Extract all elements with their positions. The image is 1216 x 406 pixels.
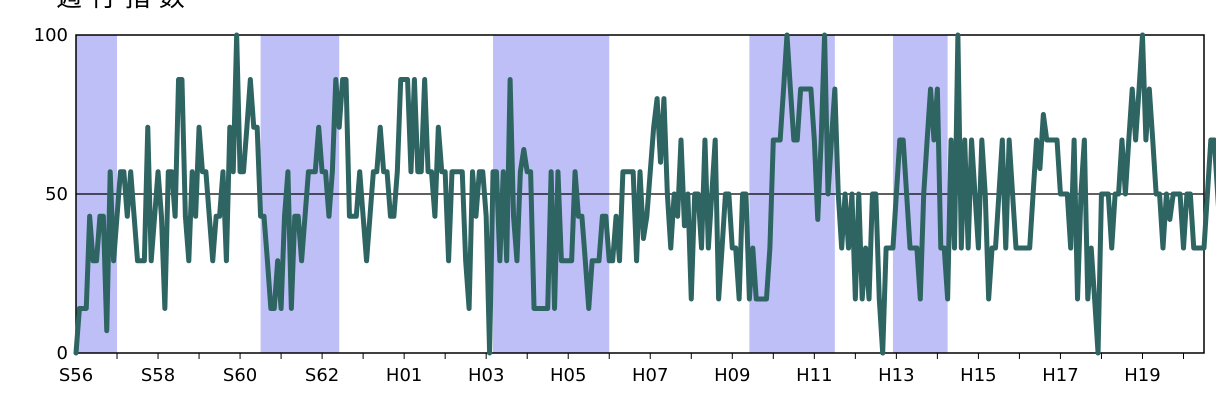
y-tick-label: 0 bbox=[57, 343, 68, 364]
x-tick-label: H05 bbox=[550, 365, 586, 386]
x-tick-label: S60 bbox=[223, 365, 257, 386]
x-tick-label: H15 bbox=[960, 365, 996, 386]
x-tick-label: H07 bbox=[632, 365, 668, 386]
y-tick-label: 100 bbox=[34, 25, 68, 46]
x-tick-label: S62 bbox=[305, 365, 339, 386]
y-axis: 0 50 100 bbox=[34, 25, 68, 364]
x-tick-label: H19 bbox=[1124, 365, 1160, 386]
x-tick-label: H11 bbox=[796, 365, 832, 386]
x-tick-label: H01 bbox=[386, 365, 422, 386]
chart-title: 一週 行 指 数 bbox=[30, 0, 185, 13]
x-tick-label: S58 bbox=[141, 365, 175, 386]
x-axis: S56 S58 S60 S62 H01 H03 H05 H07 H09 H11 H13 H15 H17 H… bbox=[59, 353, 1184, 386]
x-tick-label: H13 bbox=[878, 365, 914, 386]
x-tick-label: S56 bbox=[59, 365, 93, 386]
x-tick-label: H03 bbox=[468, 365, 504, 386]
x-tick-label: H09 bbox=[714, 365, 750, 386]
index-series-line bbox=[73, 32, 1216, 356]
y-tick-label: 50 bbox=[45, 184, 68, 205]
x-tick-label: H17 bbox=[1042, 365, 1078, 386]
